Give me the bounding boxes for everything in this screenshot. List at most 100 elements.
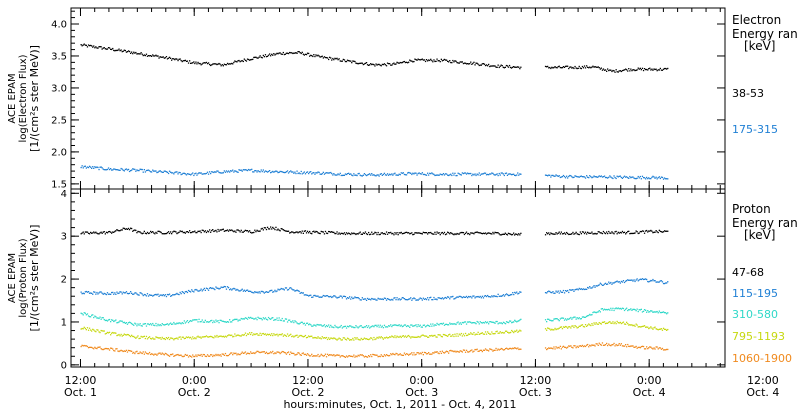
data-point (84, 165, 86, 167)
data-point (609, 309, 611, 311)
data-point (569, 66, 571, 68)
data-point (456, 333, 458, 335)
data-point (242, 352, 244, 354)
data-point (473, 350, 475, 352)
data-point (393, 297, 395, 299)
data-point (478, 333, 480, 335)
data-point (434, 351, 436, 353)
data-point (509, 332, 511, 334)
data-point (330, 171, 332, 174)
data-point (360, 62, 362, 64)
data-point (275, 334, 277, 336)
data-point (655, 230, 657, 232)
data-point (225, 354, 228, 357)
data-point (252, 291, 254, 294)
data-point (232, 336, 234, 338)
data-point (252, 317, 254, 319)
data-point (138, 231, 140, 233)
data-point (238, 319, 240, 321)
y-tick-label: 1.5 (51, 179, 67, 190)
data-point (440, 173, 442, 176)
data-point (445, 233, 448, 235)
data-point (84, 291, 86, 293)
data-point (164, 352, 166, 355)
data-point (117, 350, 119, 352)
data-point (630, 308, 632, 310)
data-point (497, 174, 499, 177)
data-point (476, 320, 478, 323)
data-point (201, 173, 203, 175)
data-point (343, 174, 346, 176)
data-point (569, 289, 571, 291)
data-point (189, 173, 191, 175)
data-point (239, 290, 241, 292)
data-point (143, 335, 145, 337)
data-point (91, 346, 93, 349)
data-point (306, 230, 309, 232)
data-point (205, 61, 208, 64)
data-point (645, 348, 647, 350)
data-point (616, 344, 618, 347)
data-point (513, 173, 515, 175)
data-point (649, 280, 651, 282)
data-point (651, 347, 653, 349)
data-point (462, 232, 465, 234)
data-point (591, 66, 593, 68)
data-point (154, 170, 156, 172)
data-point (623, 231, 626, 233)
data-point (516, 348, 518, 350)
data-point (646, 176, 648, 179)
data-point (102, 47, 104, 49)
data-point (358, 62, 360, 65)
data-point (291, 288, 293, 290)
data-point (560, 348, 562, 350)
data-point (254, 291, 256, 293)
data-point (498, 233, 500, 235)
data-point (383, 324, 386, 326)
data-point (306, 171, 309, 173)
data-point (106, 348, 109, 350)
data-point (627, 279, 629, 281)
data-point (579, 345, 581, 347)
data-point (239, 61, 241, 63)
data-point (617, 176, 619, 178)
data-point (117, 334, 119, 336)
data-point (173, 294, 175, 296)
data-point (222, 65, 224, 67)
data-point (602, 309, 605, 311)
data-point (606, 342, 608, 345)
data-point (140, 52, 142, 54)
data-point (472, 173, 474, 175)
data-point (265, 351, 268, 353)
data-point (283, 351, 285, 354)
data-point (341, 232, 343, 235)
data-point (477, 321, 479, 323)
data-point (622, 69, 625, 71)
data-point (405, 174, 408, 176)
data-point (364, 355, 367, 357)
data-point (232, 319, 234, 321)
data-point (234, 318, 236, 320)
data-point (408, 325, 410, 327)
data-point (136, 350, 138, 352)
data-point (88, 233, 91, 235)
data-point (519, 348, 521, 350)
data-point (425, 353, 428, 355)
data-point (290, 351, 292, 353)
data-point (173, 58, 175, 60)
data-point (249, 353, 251, 355)
data-point (382, 233, 384, 235)
data-point (647, 178, 649, 180)
data-point (119, 291, 121, 293)
data-point (108, 349, 111, 351)
data-point (568, 67, 570, 70)
data-point (616, 280, 618, 282)
data-point (610, 69, 612, 71)
data-point (128, 229, 131, 231)
data-point (437, 60, 439, 62)
data-point (209, 336, 211, 338)
data-point (582, 176, 585, 178)
data-point (195, 338, 197, 340)
data-point (189, 320, 191, 322)
data-point (86, 231, 89, 233)
